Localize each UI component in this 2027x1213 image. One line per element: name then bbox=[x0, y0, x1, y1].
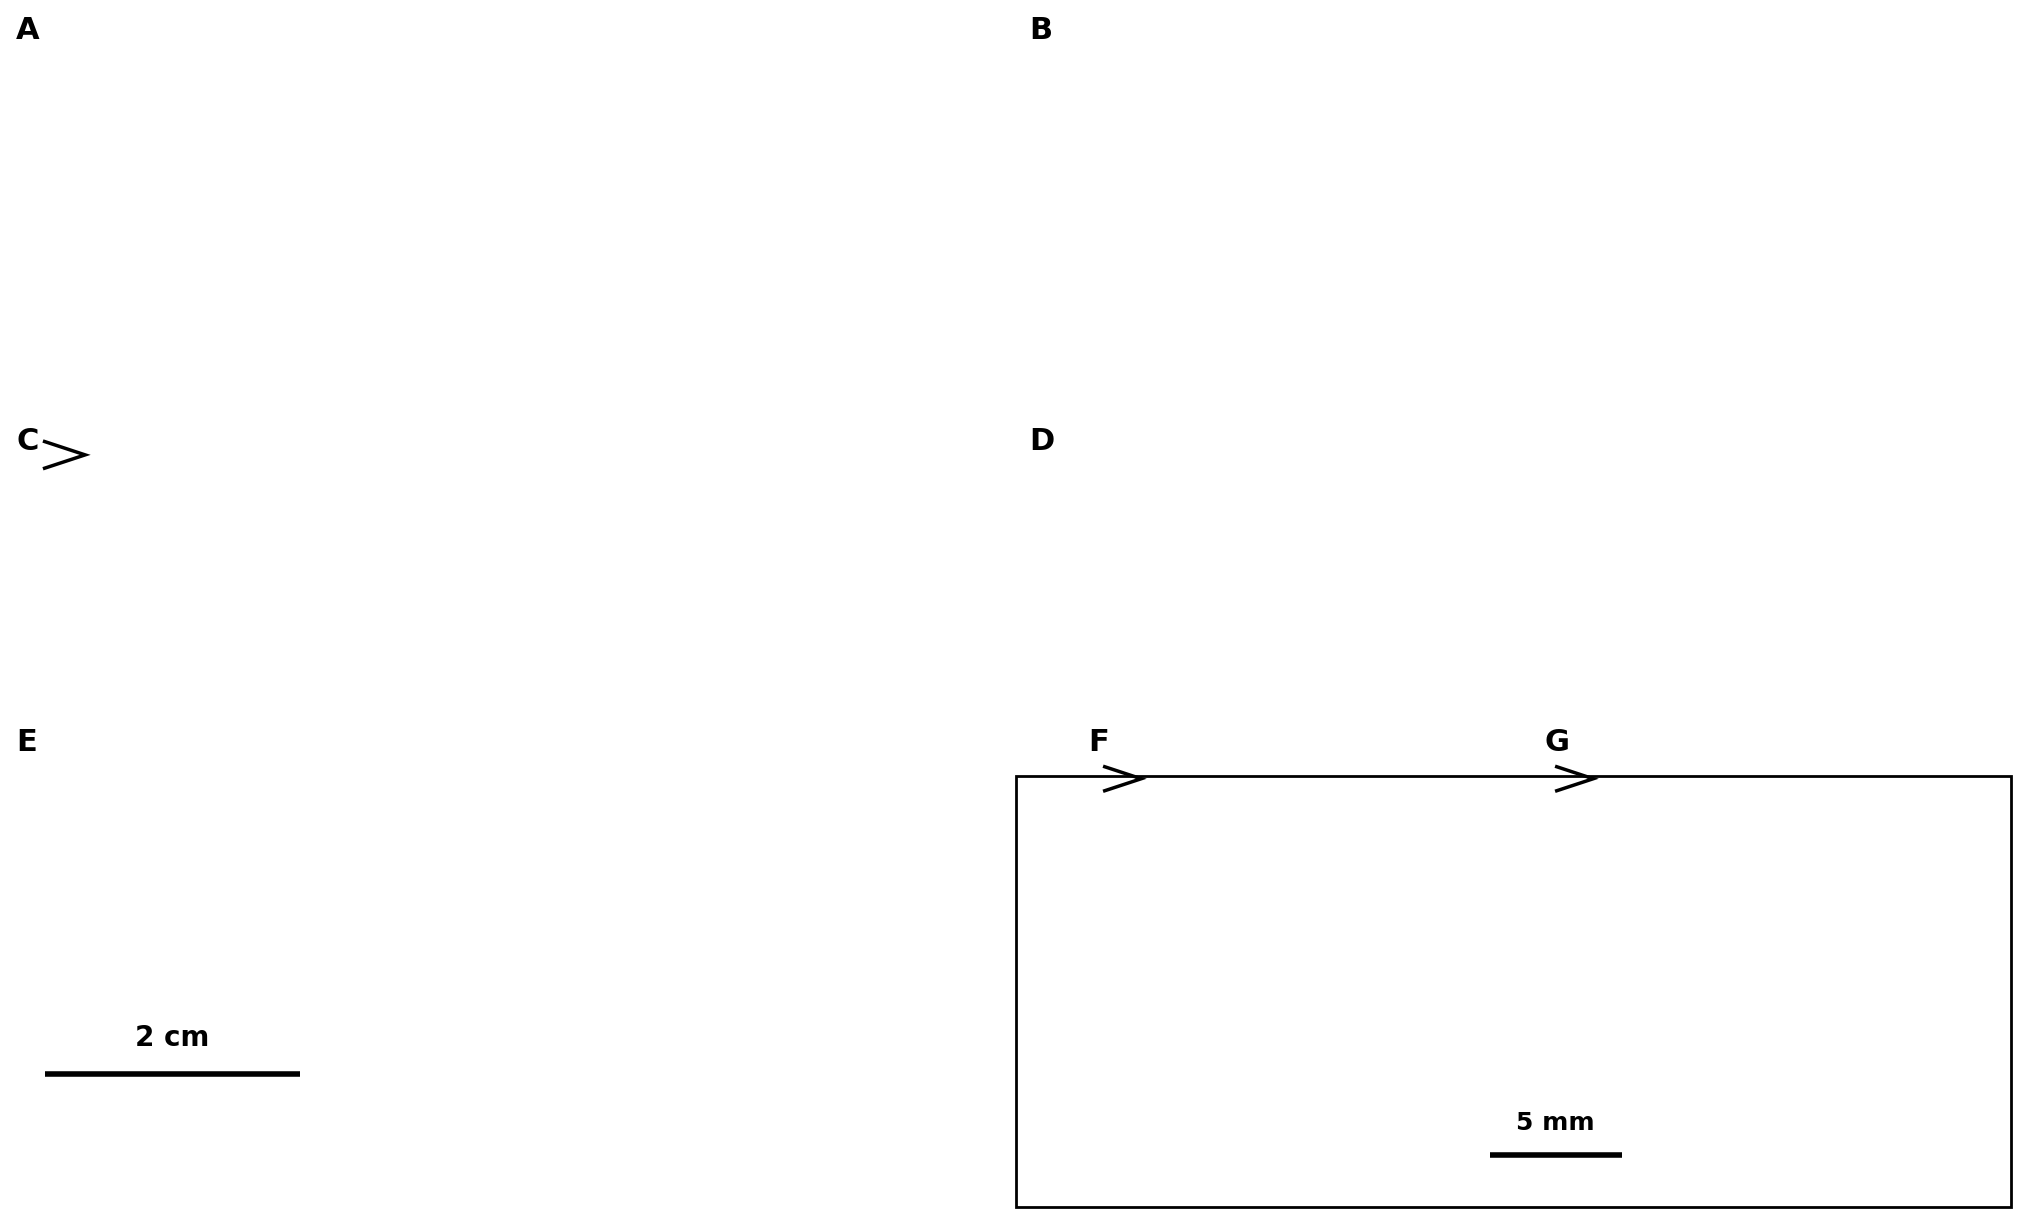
Text: C: C bbox=[16, 427, 39, 456]
Text: G: G bbox=[1545, 728, 1569, 757]
Text: D: D bbox=[1030, 427, 1054, 456]
Text: F: F bbox=[1088, 728, 1109, 757]
Text: E: E bbox=[16, 728, 36, 757]
Text: 2 cm: 2 cm bbox=[136, 1024, 209, 1052]
Text: B: B bbox=[1030, 16, 1052, 45]
Bar bbox=[1016, 776, 2011, 1207]
Text: A: A bbox=[16, 16, 41, 45]
Text: 5 mm: 5 mm bbox=[1516, 1111, 1595, 1135]
